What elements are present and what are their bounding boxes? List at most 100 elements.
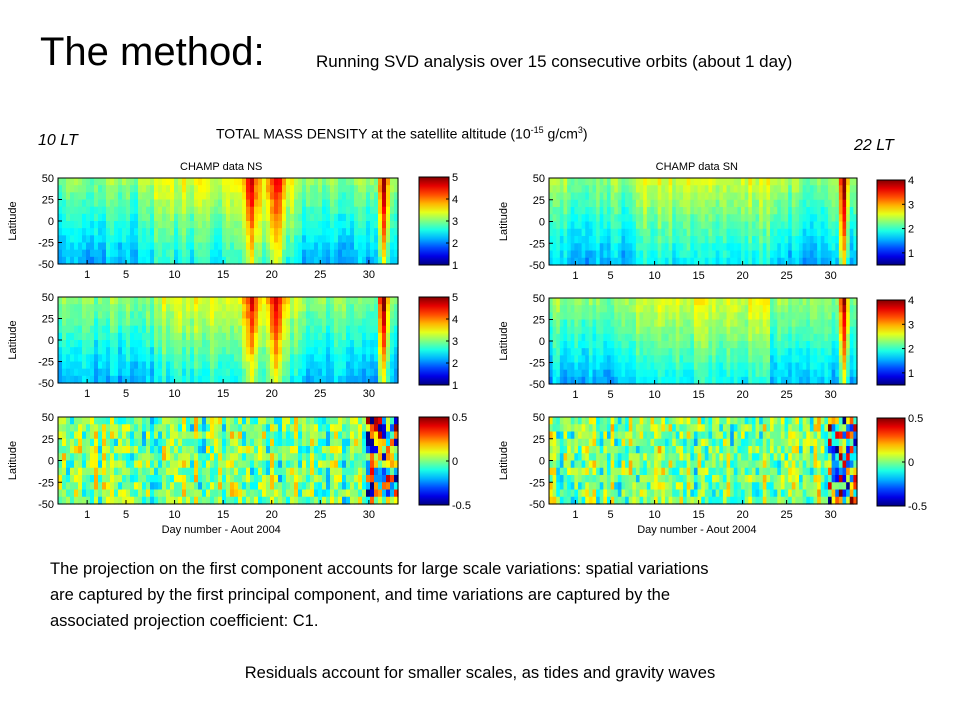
x-tick-label: 15 (217, 269, 229, 281)
x-tick-label: 20 (736, 389, 748, 401)
x-tick-label: 1 (572, 270, 578, 282)
x-tick-label: 30 (363, 509, 375, 521)
y-tick-label: 0 (48, 216, 54, 228)
y-tick-label: 0 (539, 217, 545, 229)
y-tick-label: -25 (529, 477, 545, 489)
colorbar (876, 417, 906, 507)
x-tick-label: 5 (123, 269, 129, 281)
y-tick-label: 0 (48, 335, 54, 347)
x-tick-label: 10 (648, 270, 660, 282)
x-tick-label: 25 (780, 270, 792, 282)
y-tick-label: 50 (533, 412, 545, 424)
x-tick-label: 1 (572, 389, 578, 401)
x-tick-label: 5 (123, 509, 129, 521)
y-tick-label: -25 (38, 238, 54, 250)
colorbar-tick-label: -0.5 (908, 501, 927, 513)
y-tick-label: 25 (42, 195, 54, 207)
x-tick-label: 25 (780, 509, 792, 521)
y-tick-label: 25 (533, 315, 545, 327)
explanation-paragraph: The projection on the first component ac… (50, 560, 709, 630)
x-tick-label: 1 (84, 269, 90, 281)
heatmap-cells (58, 297, 399, 384)
colorbar-tick-label: -0.5 (452, 500, 471, 512)
x-tick-label: 10 (648, 509, 660, 521)
local-time-left-label: 10 LT (38, 132, 78, 149)
colorbar-tick-label: 2 (452, 238, 458, 250)
x-tick-label: 5 (608, 270, 614, 282)
y-axis-label: Latitude (7, 320, 19, 359)
x-tick-label: 20 (266, 509, 278, 521)
x-axis-label: Day number - Aout 2004 (162, 524, 281, 536)
x-tick-label: 30 (363, 388, 375, 400)
slide-subtitle: Running SVD analysis over 15 consecutive… (316, 52, 793, 71)
x-tick-label: 15 (217, 509, 229, 521)
colorbar-tick-label: 3 (908, 319, 914, 331)
colorbar-tick-label: 2 (908, 224, 914, 236)
x-tick-label: 5 (608, 389, 614, 401)
x-tick-label: 10 (168, 388, 180, 400)
x-tick-label: 30 (363, 269, 375, 281)
colorbar-tick-label: 4 (452, 314, 458, 326)
colorbar-tick-label: 1 (908, 248, 914, 260)
colorbar-tick-label: 0.5 (452, 412, 467, 424)
y-tick-label: 50 (533, 293, 545, 305)
x-tick-label: 1 (84, 388, 90, 400)
y-tick-label: -25 (38, 357, 54, 369)
y-axis-label: Latitude (498, 321, 510, 360)
x-tick-label: 30 (824, 389, 836, 401)
x-tick-label: 30 (824, 509, 836, 521)
y-axis-label: Latitude (7, 441, 19, 480)
colorbar-tick-label: 3 (452, 336, 458, 348)
panel-title: CHAMP data NS (180, 161, 262, 173)
colorbar-tick-label: 0.5 (908, 413, 923, 425)
y-axis-label: Latitude (7, 201, 19, 240)
y-tick-label: -25 (529, 358, 545, 370)
colorbar-tick-label: 0 (908, 457, 914, 469)
heatmap-cells (549, 298, 858, 385)
y-tick-label: 25 (533, 434, 545, 446)
y-tick-label: 0 (48, 456, 54, 468)
x-tick-label: 20 (266, 388, 278, 400)
x-tick-label: 15 (217, 388, 229, 400)
heatmap-cells (58, 178, 399, 265)
x-tick-label: 25 (314, 509, 326, 521)
y-tick-label: -50 (38, 378, 54, 390)
colorbar (876, 179, 906, 266)
colorbar-tick-label: 3 (452, 216, 458, 228)
x-tick-label: 1 (84, 509, 90, 521)
local-time-right-label: 22 LT (854, 137, 894, 154)
heatmap-cells (58, 417, 399, 505)
y-tick-label: -50 (529, 379, 545, 391)
x-tick-label: 5 (608, 509, 614, 521)
y-tick-label: 0 (539, 456, 545, 468)
y-tick-label: 25 (42, 314, 54, 326)
panel-title: CHAMP data SN (656, 161, 738, 173)
y-axis-label: Latitude (498, 441, 510, 480)
slide-title: The method: (40, 30, 265, 74)
x-tick-label: 25 (780, 389, 792, 401)
y-tick-label: 25 (42, 434, 54, 446)
colorbar-tick-label: 2 (452, 358, 458, 370)
colorbar-tick-label: 1 (452, 380, 458, 392)
y-tick-label: 50 (533, 173, 545, 185)
x-tick-label: 30 (824, 270, 836, 282)
y-tick-label: 25 (533, 195, 545, 207)
colorbar-tick-label: 1 (908, 368, 914, 380)
colorbar-tick-label: 0 (452, 456, 458, 468)
y-tick-label: -50 (38, 499, 54, 511)
x-tick-label: 10 (168, 509, 180, 521)
y-tick-label: -25 (529, 238, 545, 250)
y-tick-label: 50 (42, 173, 54, 185)
x-tick-label: 20 (736, 509, 748, 521)
y-axis-label: Latitude (498, 202, 510, 241)
x-tick-label: 25 (314, 269, 326, 281)
colorbar-tick-label: 3 (908, 199, 914, 211)
colorbar (876, 299, 906, 386)
colorbar-tick-label: 4 (908, 175, 914, 187)
colorbar (418, 176, 450, 266)
x-tick-label: 1 (572, 509, 578, 521)
